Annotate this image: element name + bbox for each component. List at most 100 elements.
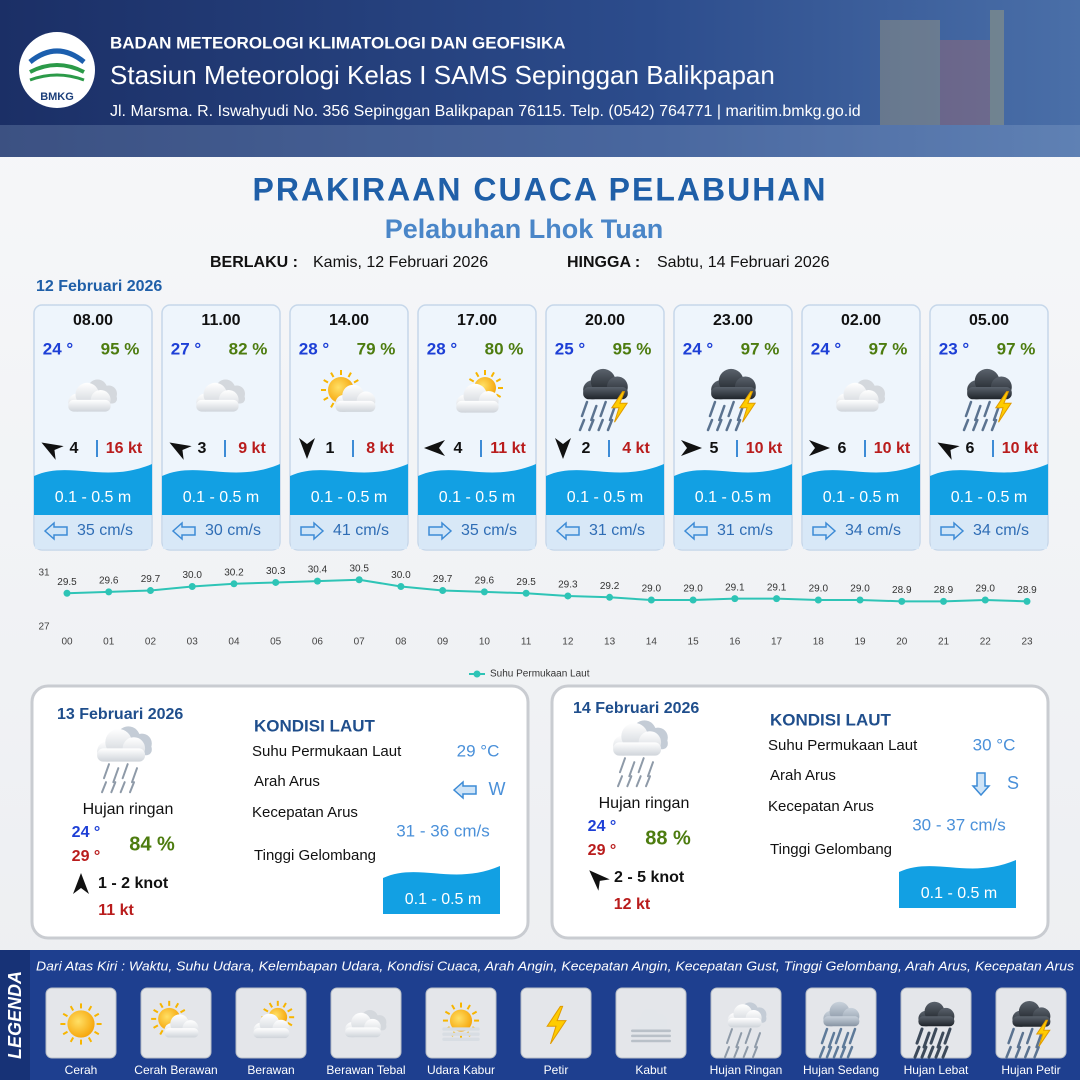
rain-drop: [990, 418, 998, 432]
x-tick-label: 19: [854, 637, 866, 648]
temp-max: 29 °: [72, 848, 101, 865]
rain-drop: [992, 404, 1001, 422]
cloud-part: [635, 1021, 668, 1031]
wind-speed: 2 - 5 knot: [614, 869, 685, 886]
subtitle: Pelabuhan Lhok Tuan: [385, 214, 664, 244]
field-label: Tinggi Gelombang: [254, 847, 376, 864]
cloud-part: [918, 1016, 955, 1027]
rain-drop: [927, 1045, 935, 1059]
current-arrow: [452, 780, 477, 800]
rain-drop: [131, 767, 138, 784]
logo-circle: [19, 32, 95, 108]
sea-temperature: 30 °C: [973, 735, 1016, 754]
rain-drop: [718, 404, 726, 422]
x-tick-label: 18: [813, 637, 825, 648]
rain-drop: [846, 1045, 854, 1059]
wind-speed: 1 - 2 knot: [98, 875, 169, 892]
cloud-part: [97, 748, 146, 762]
wind-speed: 4: [70, 440, 79, 457]
sst-point: [564, 592, 572, 600]
cloud-part: [164, 1028, 199, 1038]
sst-line: [66, 578, 1028, 603]
sun-ray: [180, 1009, 186, 1014]
day-date: 12 Februari 2026: [36, 278, 162, 295]
time: 05.00: [969, 312, 1009, 329]
current-direction: S: [1007, 773, 1019, 793]
legend-item-label: Udara Kabur: [427, 1063, 495, 1077]
sst-point: [439, 587, 447, 595]
weather-icon: [60, 1003, 102, 1045]
sst-point: [689, 596, 697, 604]
rain-drop: [941, 1045, 949, 1059]
rain-drop: [818, 1045, 826, 1059]
sst-point: [272, 578, 280, 586]
gust: 12 kt: [614, 896, 651, 913]
sun-ray: [444, 1010, 451, 1015]
wind-speed: 5: [710, 440, 719, 457]
rain-drop: [943, 1027, 952, 1045]
rain-drop: [628, 761, 636, 778]
sst-point: [898, 597, 906, 605]
current-arrow: [683, 521, 708, 541]
rain-drop: [121, 763, 129, 780]
wind-arrow: [424, 440, 445, 456]
cloud-part: [68, 399, 111, 412]
legend-description: Dari Atas Kiri : Waktu, Suhu Udara, Kele…: [36, 958, 1075, 973]
section-title: KONDISI LAUT: [770, 710, 892, 729]
x-tick-label: 16: [729, 637, 741, 648]
data-label: 29.7: [141, 574, 161, 585]
y-tick-label: 27: [38, 622, 50, 633]
temperature: 28 °: [299, 339, 330, 358]
rain-drop: [827, 1031, 836, 1049]
weather-icon: [631, 1008, 671, 1043]
sea-temperature: 29 °C: [457, 741, 500, 760]
x-tick-label: 04: [228, 637, 240, 648]
rain-drop: [580, 400, 589, 418]
wave-height: 0.1 - 0.5 m: [951, 489, 1027, 506]
rain-drop: [934, 1045, 942, 1059]
time: 11.00: [201, 312, 240, 329]
rain-drop: [1035, 1031, 1043, 1049]
rain-drop: [608, 404, 617, 422]
current-arrow: [300, 521, 325, 541]
data-label: 29.2: [600, 581, 620, 592]
humidity: 95 %: [613, 339, 652, 358]
rain-drop: [929, 1027, 938, 1045]
sun-ray: [451, 1004, 456, 1010]
legend-item-label: Cerah Berawan: [134, 1063, 217, 1077]
legend-strip: [0, 950, 30, 1080]
humidity: 79 %: [357, 339, 396, 358]
rain-drop: [119, 781, 126, 794]
sst-point: [522, 589, 530, 597]
lightning: [610, 391, 629, 423]
validity-date: Sabtu, 14 Februari 2026: [657, 254, 830, 271]
weather-icon: [456, 370, 503, 413]
time: 02.00: [841, 312, 881, 329]
data-label: 28.9: [892, 585, 912, 596]
sun-ray: [87, 1005, 93, 1011]
rain-drop: [936, 1031, 945, 1049]
gust: 10 kt: [874, 440, 911, 457]
x-tick-label: 12: [562, 637, 574, 648]
rain-drop: [645, 775, 651, 788]
rain-drop: [726, 1028, 733, 1045]
data-label: 30.2: [224, 567, 244, 578]
address: Jl. Marsma. R. Iswahyudi No. 356 Sepingg…: [110, 103, 861, 120]
rain-drop: [647, 761, 654, 778]
field-label: Arah Arus: [770, 767, 836, 784]
rain-drop: [129, 781, 135, 794]
wave: [546, 464, 664, 515]
temperature: 24 °: [683, 339, 714, 358]
rain-drop: [597, 418, 604, 432]
rain-drop: [736, 404, 745, 422]
condition: Hujan ringan: [83, 801, 174, 818]
data-label: 28.9: [1017, 585, 1037, 596]
logo-arc: [29, 63, 85, 74]
wave: [899, 860, 1016, 908]
weather-icon: [321, 370, 376, 412]
x-tick-label: 08: [395, 637, 407, 648]
cloud-part: [196, 399, 239, 412]
rain-drop: [578, 418, 586, 432]
sun-ray: [490, 371, 495, 378]
